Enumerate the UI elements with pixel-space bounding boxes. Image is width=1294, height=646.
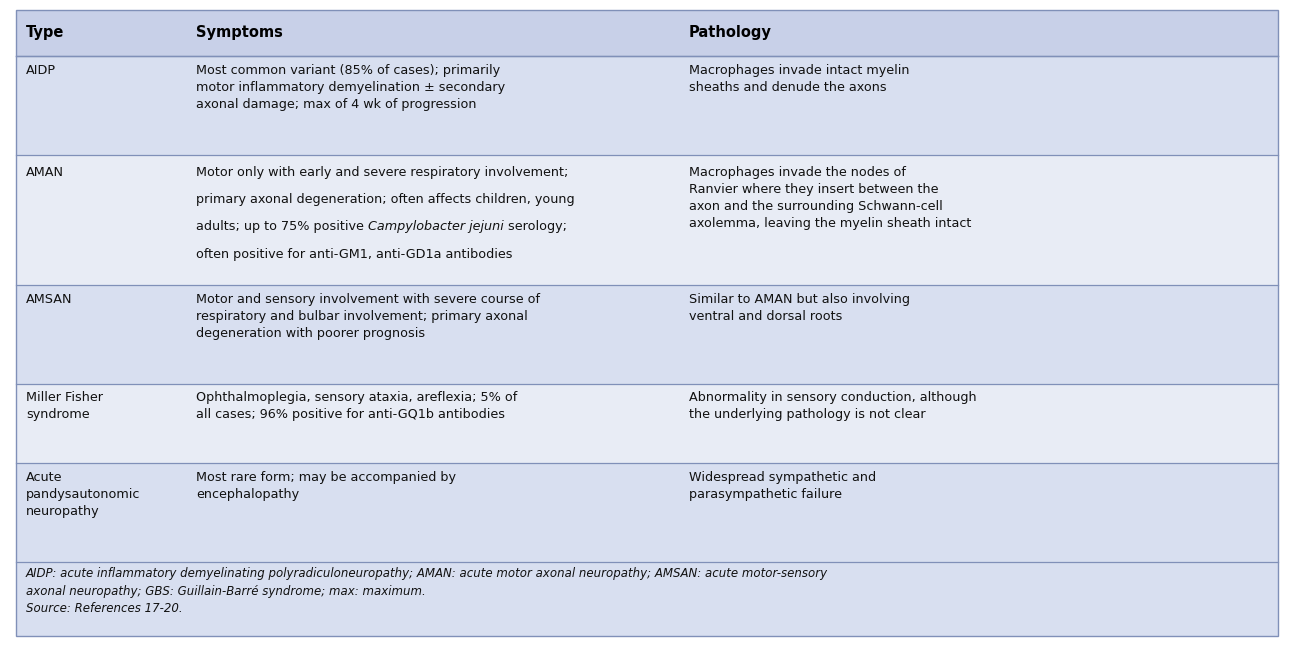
Text: AIDP: acute inflammatory demyelinating polyradiculoneuropathy; AMAN: acute motor: AIDP: acute inflammatory demyelinating p… [26,567,828,615]
Text: Miller Fisher
syndrome: Miller Fisher syndrome [26,391,104,421]
Text: Symptoms: Symptoms [197,25,283,41]
Text: Abnormality in sensory conduction, although
the underlying pathology is not clea: Abnormality in sensory conduction, altho… [688,391,977,421]
Text: AIDP: AIDP [26,64,56,77]
Bar [16,10,1278,56]
Bar [16,562,1278,636]
Text: serology;: serology; [503,220,567,233]
Bar [16,463,1278,562]
Text: Pathology: Pathology [688,25,771,41]
Text: Acute
pandysautonomic
neuropathy: Acute pandysautonomic neuropathy [26,471,140,518]
Bar [16,155,1278,285]
Text: primary axonal degeneration; often affects children, young: primary axonal degeneration; often affec… [197,193,575,206]
Text: Similar to AMAN but also involving
ventral and dorsal roots: Similar to AMAN but also involving ventr… [688,293,910,323]
Bar [16,56,1278,155]
Text: Most common variant (85% of cases); primarily
motor inflammatory demyelination ±: Most common variant (85% of cases); prim… [197,64,506,111]
Text: Motor only with early and severe respiratory involvement;: Motor only with early and severe respira… [197,166,569,179]
Text: Ophthalmoplegia, sensory ataxia, areflexia; 5% of
all cases; 96% positive for an: Ophthalmoplegia, sensory ataxia, areflex… [197,391,518,421]
Text: AMAN: AMAN [26,166,63,179]
Text: Widespread sympathetic and
parasympathetic failure: Widespread sympathetic and parasympathet… [688,471,876,501]
Bar [16,285,1278,384]
Text: often positive for anti-GM1, anti-GD1a antibodies: often positive for anti-GM1, anti-GD1a a… [197,247,512,260]
Bar [16,384,1278,463]
Text: adults; up to 75% positive: adults; up to 75% positive [197,220,369,233]
Text: Campylobacter jejuni: Campylobacter jejuni [369,220,503,233]
Text: Macrophages invade the nodes of
Ranvier where they insert between the
axon and t: Macrophages invade the nodes of Ranvier … [688,166,972,230]
Text: Type: Type [26,25,65,41]
Text: Most rare form; may be accompanied by
encephalopathy: Most rare form; may be accompanied by en… [197,471,457,501]
Text: Macrophages invade intact myelin
sheaths and denude the axons: Macrophages invade intact myelin sheaths… [688,64,910,94]
Text: AMSAN: AMSAN [26,293,72,306]
Text: Motor and sensory involvement with severe course of
respiratory and bulbar invol: Motor and sensory involvement with sever… [197,293,541,340]
